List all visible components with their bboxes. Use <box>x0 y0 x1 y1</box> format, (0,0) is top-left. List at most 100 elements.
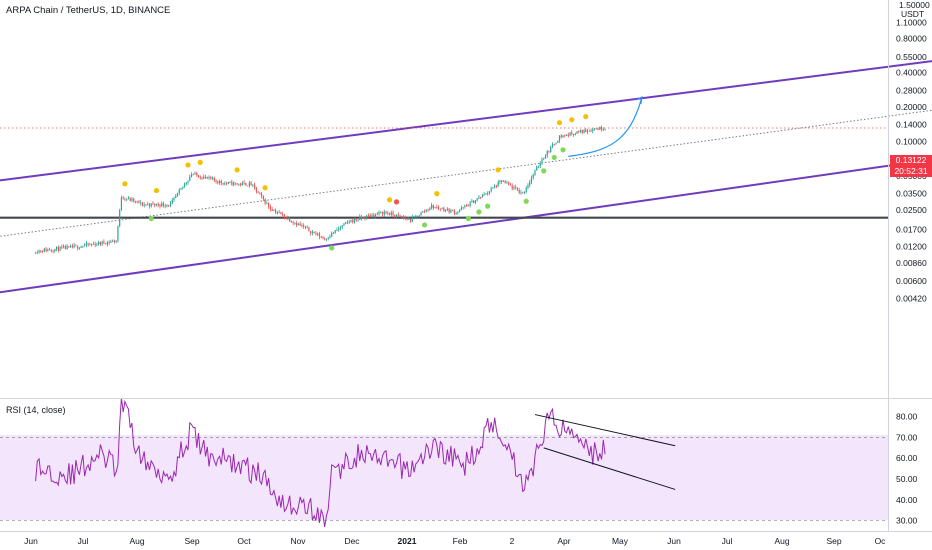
rsi-tick-label: 80.00 <box>896 412 918 422</box>
candle-body <box>592 129 594 132</box>
candle-body <box>599 127 601 130</box>
signal-dot <box>434 191 440 197</box>
signal-dot <box>122 181 128 187</box>
candle-body <box>108 241 110 243</box>
candle-body <box>359 216 361 220</box>
signal-dot <box>262 185 268 191</box>
candle-body <box>541 159 543 164</box>
candle-body <box>548 151 550 152</box>
candle-body <box>61 246 63 248</box>
candle-body <box>432 204 434 209</box>
candle-body <box>294 222 296 224</box>
candle-body <box>315 232 317 235</box>
candle-body <box>106 241 109 245</box>
candle-body <box>434 206 436 209</box>
price-tick-label: 0.20000 <box>896 102 927 112</box>
candle-body <box>36 252 38 254</box>
price-tick-label: 0.00860 <box>896 258 927 268</box>
candle-body <box>285 217 287 219</box>
candle-body <box>126 198 128 200</box>
candle-body <box>52 250 54 252</box>
time-tick-label: Jul <box>78 536 89 546</box>
candle-body <box>232 182 235 186</box>
signal-dot <box>569 117 575 123</box>
signal-dot <box>523 198 529 204</box>
candle-body <box>560 135 562 138</box>
candle-body <box>590 130 592 132</box>
candle-body <box>91 244 93 245</box>
candle-body <box>264 199 266 204</box>
candle-body <box>518 190 520 193</box>
candle-body <box>197 175 200 178</box>
candle-body <box>215 180 217 182</box>
candle-body <box>241 182 243 185</box>
candle-body <box>117 225 119 241</box>
candle-body <box>404 217 406 219</box>
candle-body <box>164 205 166 207</box>
candle-body <box>350 220 352 222</box>
candle-body <box>516 187 519 191</box>
candle-body <box>40 250 42 252</box>
candle-body <box>392 212 394 216</box>
candle-body <box>310 231 312 234</box>
candle-body <box>313 231 315 233</box>
candle-body <box>332 232 335 234</box>
candle-body <box>409 218 412 222</box>
candle-body <box>525 187 527 192</box>
candle-body <box>82 246 84 248</box>
candle-body <box>78 247 80 249</box>
candle-body <box>239 183 242 185</box>
rsi-indicator-label[interactable]: RSI (14, close) <box>6 405 66 415</box>
candle-body <box>308 227 310 232</box>
candle-body <box>338 228 340 230</box>
candle-body <box>50 250 52 252</box>
candle-body <box>318 233 321 237</box>
candle-body <box>387 212 389 214</box>
candle-body <box>246 185 249 187</box>
candle-body <box>301 225 303 227</box>
candle-body <box>317 233 319 235</box>
last-price-tag: 0.13122 <box>890 155 932 166</box>
candle-body <box>593 128 596 130</box>
candle-body <box>371 215 373 217</box>
candle-body <box>148 204 151 207</box>
candle-body <box>499 180 501 182</box>
candle-body <box>92 243 94 245</box>
candle-body <box>59 246 61 251</box>
time-tick-label: Sep <box>826 536 841 546</box>
candle-body <box>218 180 221 183</box>
candle-body <box>136 200 138 202</box>
candle-body <box>588 130 590 132</box>
projection-arrow <box>568 96 643 157</box>
candle-body <box>530 177 533 182</box>
candle-body <box>346 222 349 223</box>
candle-body <box>276 212 278 214</box>
candle-body <box>331 232 333 237</box>
candle-body <box>84 245 86 247</box>
candle-body <box>131 198 133 201</box>
candle-body <box>262 195 264 200</box>
candle-body <box>234 182 236 184</box>
candle-body <box>574 133 576 136</box>
candle-body <box>229 181 231 183</box>
candle-body <box>406 218 408 220</box>
candle-body <box>119 209 121 226</box>
candle-body <box>520 192 522 194</box>
candle-body <box>190 174 193 177</box>
candle-body <box>450 210 452 213</box>
candle-body <box>529 181 531 186</box>
signal-dot <box>185 162 191 168</box>
rsi-tick-label: 30.00 <box>896 516 918 526</box>
candle-body <box>287 217 289 219</box>
candle-body <box>159 205 161 207</box>
candle-body <box>581 130 583 133</box>
candle-body <box>353 218 356 223</box>
candle-body <box>196 173 198 176</box>
candle-body <box>415 215 417 217</box>
candle-body <box>113 240 116 242</box>
candle-body <box>401 215 403 218</box>
candle-body <box>515 187 517 188</box>
candle-body <box>147 204 149 205</box>
candle-body <box>47 249 49 252</box>
